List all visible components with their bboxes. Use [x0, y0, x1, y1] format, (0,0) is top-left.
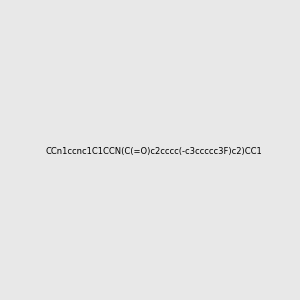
Text: CCn1ccnc1C1CCN(C(=O)c2cccc(-c3ccccc3F)c2)CC1: CCn1ccnc1C1CCN(C(=O)c2cccc(-c3ccccc3F)c2… — [45, 147, 262, 156]
